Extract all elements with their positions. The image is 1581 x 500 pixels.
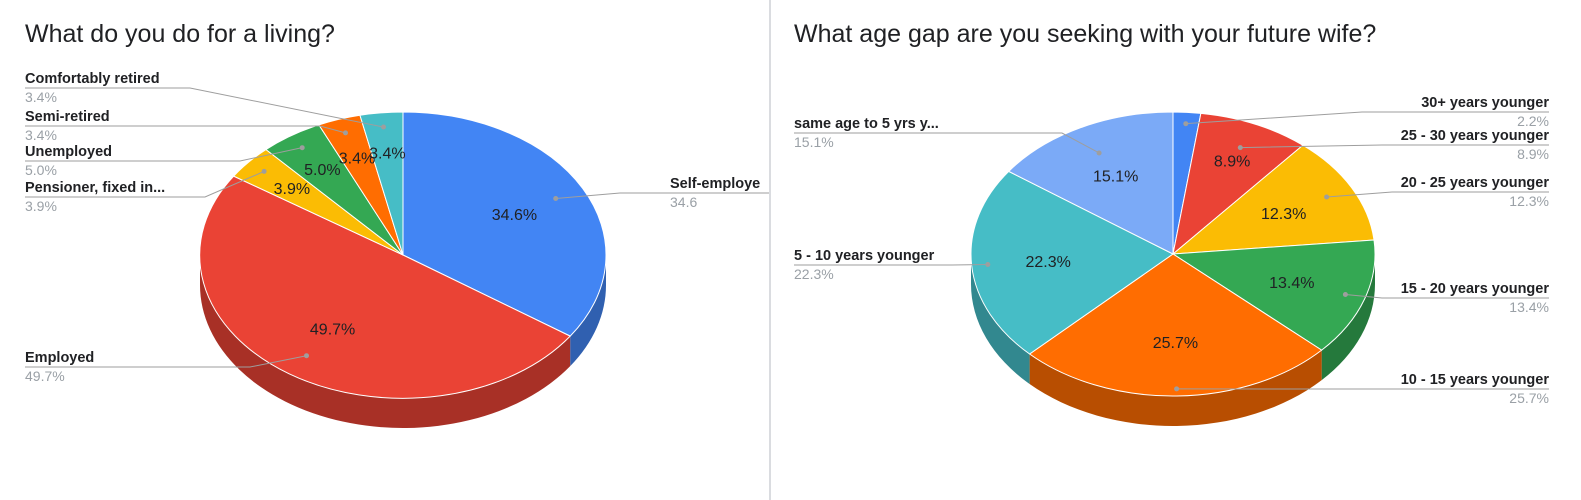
pie-side-15-20-years-younger bbox=[1321, 254, 1375, 381]
callout-dot bbox=[553, 196, 559, 201]
callout-percent-label: 12.3% bbox=[1509, 193, 1549, 209]
slice-value-labels: 34.6%49.7%3.9%5.0%3.4%3.4% bbox=[274, 146, 537, 339]
callout-dot bbox=[985, 262, 991, 267]
pie-slice-20-25-years-younger[interactable] bbox=[1172, 144, 1375, 255]
pie-slice-25-30-years-younger[interactable] bbox=[1172, 112, 1304, 255]
callout-dot bbox=[343, 130, 348, 136]
callout-percent-label: 25.7% bbox=[1509, 390, 1549, 406]
slice-value-label: 13.4% bbox=[1269, 275, 1314, 292]
callout-percent-label: 5.0% bbox=[25, 162, 57, 178]
pie-chart-living: 34.6%49.7%3.9%5.0%3.4%3.4%Self-employe34… bbox=[25, 71, 770, 429]
pie-slice-employed[interactable] bbox=[199, 175, 571, 399]
callout-dot bbox=[1237, 145, 1243, 151]
callout-dot bbox=[299, 145, 305, 151]
callout-line bbox=[1185, 111, 1549, 125]
callout-line bbox=[1240, 144, 1549, 149]
callout-category-label: same age to 5 yrs y... bbox=[794, 116, 939, 132]
callout-category-label: 30+ years younger bbox=[1421, 95, 1549, 111]
pie-side-employed bbox=[200, 255, 571, 429]
callout-category-label: Unemployed bbox=[25, 144, 112, 160]
callout-labels: 30+ years younger 2.2%25 - 30 years young… bbox=[794, 95, 1549, 406]
callout-category-label: 5 - 10 years younger bbox=[794, 248, 935, 264]
slice-value-label: 22.3% bbox=[1026, 254, 1071, 271]
callout-category-label: Comfortably retired bbox=[25, 71, 160, 87]
callout-dot bbox=[261, 168, 267, 174]
slice-value-label: 3.4% bbox=[339, 150, 375, 167]
callout-dot bbox=[1183, 121, 1189, 127]
callout-percent-label: 13.4% bbox=[1509, 299, 1549, 315]
callout-line bbox=[25, 147, 303, 162]
callout-percent-label: 3.4% bbox=[25, 127, 57, 143]
callout-line bbox=[25, 355, 307, 368]
callout-dot bbox=[304, 353, 309, 359]
slice-value-label: 12.3% bbox=[1261, 206, 1306, 223]
chart-title: What do you do for a living? bbox=[25, 20, 335, 48]
callout-line bbox=[25, 125, 346, 134]
callout-line bbox=[25, 87, 384, 128]
callout-percent-label: 49.7% bbox=[25, 368, 65, 384]
pie-slice-5-10-years-younger[interactable] bbox=[970, 170, 1174, 355]
callout-percent-label: 22.3% bbox=[794, 266, 834, 282]
pie-side-10-15-years-younger bbox=[1029, 350, 1322, 426]
slice-value-label: 5.0% bbox=[304, 162, 340, 179]
chart-title: What age gap are you seeking with your f… bbox=[794, 20, 1377, 48]
pie-chart-age-gap: 8.9%12.3%13.4%25.7%22.3%15.1%30+ years y… bbox=[794, 95, 1549, 426]
callout-category-label: Employed bbox=[25, 350, 94, 366]
slice-value-label: 15.1% bbox=[1093, 169, 1138, 186]
callout-percent-label: 3.9% bbox=[25, 198, 57, 214]
pie-slices bbox=[970, 111, 1376, 397]
callout-category-label: 20 - 25 years younger bbox=[1401, 175, 1550, 191]
pie-side-self-employed bbox=[570, 255, 607, 367]
slice-value-label: 8.9% bbox=[1214, 154, 1250, 171]
callout-category-label: Semi-retired bbox=[25, 109, 110, 125]
callout-percent-label: 8.9% bbox=[1517, 146, 1549, 162]
pie-slice-comfortably-retired[interactable] bbox=[359, 111, 404, 256]
chart-panel-living: What do you do for a living? 34.6% 49.7% 3… bbox=[0, 0, 770, 500]
callout-dot bbox=[381, 124, 386, 130]
callout-dot bbox=[1324, 194, 1330, 200]
callout-line bbox=[1326, 191, 1549, 198]
callout-labels: Self-employe 34.6 Employed 49.7% Pensioner, … bbox=[25, 71, 770, 384]
callout-percent-label: 3.4% bbox=[25, 89, 57, 105]
callout-percent-label: 2.2% bbox=[1517, 113, 1549, 129]
chart-panel-age-gap: What age gap are you seeking with your f… bbox=[772, 0, 1581, 500]
pie-slice-15-20-years-younger[interactable] bbox=[1172, 239, 1376, 351]
callout-percent-label: 34.6 bbox=[670, 194, 697, 210]
callout-category-label: 10 - 15 years younger bbox=[1401, 372, 1550, 388]
pie-slice-same-age-to-5-yrs-y[interactable] bbox=[1008, 111, 1174, 255]
callout-line bbox=[555, 192, 770, 199]
callout-line bbox=[794, 263, 988, 266]
pie-side-5-10-years-younger bbox=[971, 254, 1030, 385]
callout-percent-label: 15.1% bbox=[794, 134, 834, 150]
pie-slice-10-15-years-younger[interactable] bbox=[1029, 253, 1323, 397]
callout-category-label: 15 - 20 years younger bbox=[1401, 281, 1550, 297]
pie-slice-self-employed[interactable] bbox=[402, 111, 607, 337]
callout-line bbox=[1345, 293, 1549, 299]
callout-line bbox=[25, 170, 265, 198]
slice-value-label: 3.9% bbox=[274, 181, 310, 198]
callout-dot bbox=[1174, 386, 1180, 392]
slice-value-label: 49.7% bbox=[310, 322, 355, 339]
slice-value-label: 3.4% bbox=[369, 146, 405, 163]
panel-divider bbox=[769, 0, 771, 500]
pie-sides bbox=[200, 255, 607, 429]
callout-dot bbox=[1096, 150, 1102, 156]
pie-sides bbox=[971, 254, 1375, 426]
callout-category-label: Self-employe bbox=[670, 176, 760, 192]
callout-line bbox=[794, 132, 1100, 154]
callout-category-label: 25 - 30 years younger bbox=[1401, 128, 1550, 144]
callout-category-label: Pensioner, fixed in... bbox=[25, 180, 165, 196]
slice-value-labels: 8.9% 12.3% 13.4% 25.7% 22.3% 15.1% bbox=[1026, 154, 1315, 352]
slice-value-label: 34.6% bbox=[492, 207, 537, 224]
pie-slices bbox=[199, 111, 607, 399]
slice-value-label: 25.7% bbox=[1153, 335, 1198, 352]
callout-dot bbox=[1342, 292, 1348, 297]
